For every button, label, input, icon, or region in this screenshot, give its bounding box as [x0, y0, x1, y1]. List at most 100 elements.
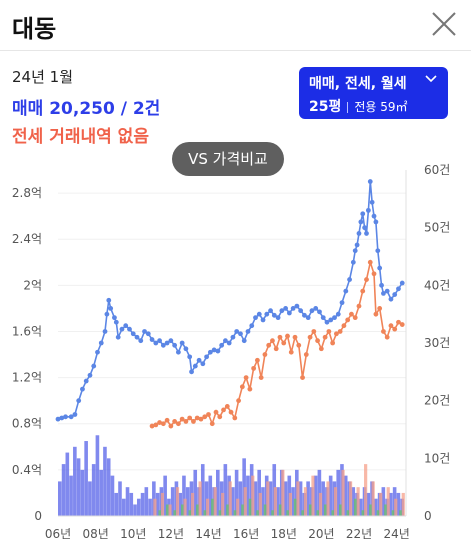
volume-bar	[236, 498, 240, 516]
type-area-dropdown[interactable]: 매매, 전세, 월세 25평 전용 59㎡	[299, 67, 448, 119]
volume-bar	[264, 475, 269, 516]
divider	[347, 101, 349, 113]
data-point	[281, 340, 287, 346]
data-point	[196, 357, 202, 363]
data-point	[157, 338, 162, 344]
volume-bar	[401, 492, 405, 516]
data-point	[320, 315, 326, 321]
volume-bar	[381, 487, 386, 516]
volume-bar	[396, 492, 401, 516]
data-point	[241, 338, 247, 344]
data-point	[153, 340, 159, 346]
data-point	[179, 416, 185, 422]
data-point	[228, 409, 234, 415]
volume-bar	[152, 481, 156, 516]
close-icon[interactable]	[430, 10, 458, 38]
volume-bar	[125, 487, 130, 516]
volume-bar	[386, 487, 390, 516]
data-point	[83, 378, 89, 384]
data-point	[279, 308, 285, 314]
volume-bar	[278, 504, 282, 516]
volume-bar	[118, 481, 122, 516]
volume-bar	[333, 487, 338, 516]
volume-bar	[355, 492, 359, 516]
volume-bar	[301, 510, 304, 516]
volume-bar	[249, 464, 254, 516]
volume-bar	[303, 487, 308, 516]
data-point	[219, 342, 225, 348]
volume-bar	[58, 481, 62, 516]
volume-bar	[316, 510, 320, 516]
data-point	[234, 329, 240, 334]
data-point	[138, 338, 144, 344]
data-point	[296, 342, 302, 348]
compare-button[interactable]: VS 가격비교	[172, 142, 284, 176]
volume-bar	[336, 469, 340, 516]
volume-bar	[246, 475, 250, 516]
volume-bar	[308, 504, 312, 516]
data-point	[123, 323, 129, 329]
pyeong-label: 25평	[309, 99, 342, 115]
data-point	[339, 300, 345, 306]
volume-bar	[182, 475, 186, 516]
volume-bar	[73, 446, 77, 516]
volume-bar	[323, 504, 327, 516]
volume-bar	[153, 498, 157, 516]
volume-bar	[69, 475, 73, 516]
data-point	[243, 375, 249, 380]
y2-tick-label: 50건	[424, 221, 450, 235]
data-point	[313, 306, 319, 311]
data-point	[76, 398, 82, 404]
volume-bar	[371, 481, 375, 516]
volume-bar	[206, 498, 210, 516]
data-point	[98, 340, 104, 346]
volume-bar	[238, 481, 243, 516]
data-point	[179, 340, 185, 346]
data-point	[113, 319, 119, 325]
volume-bar	[399, 510, 402, 516]
data-point	[381, 291, 386, 296]
volume-bar	[283, 481, 288, 516]
data-point	[350, 259, 356, 265]
data-point	[175, 349, 181, 355]
data-point	[343, 288, 349, 294]
data-point	[377, 265, 383, 271]
volume-bar	[276, 487, 280, 516]
data-point	[309, 308, 315, 314]
volume-bar	[384, 504, 387, 516]
data-point	[247, 386, 253, 392]
data-point	[330, 340, 336, 346]
volume-bar	[226, 504, 229, 516]
volume-bar	[266, 481, 270, 516]
data-point	[87, 372, 93, 378]
data-point	[364, 277, 369, 282]
data-point	[317, 309, 322, 315]
volume-bar	[279, 469, 284, 516]
data-point	[275, 315, 281, 321]
volume-bar	[341, 469, 345, 516]
volume-bar	[253, 481, 258, 516]
volume-bar	[88, 481, 92, 516]
data-point	[226, 340, 232, 346]
volume-bar	[379, 492, 383, 516]
x-tick-label: 24년	[383, 527, 409, 541]
y-tick-label: 1.6억	[12, 324, 42, 338]
data-point	[360, 211, 366, 217]
volume-bar	[196, 504, 199, 516]
x-tick-label: 14년	[195, 527, 221, 541]
y-tick-label: 1.2억	[12, 371, 42, 385]
data-point	[127, 326, 132, 332]
data-point	[358, 219, 364, 225]
data-point	[72, 412, 78, 417]
volume-bar	[332, 481, 337, 516]
data-point	[273, 346, 279, 352]
data-point	[367, 259, 373, 265]
volume-bar	[212, 487, 216, 516]
data-point	[292, 334, 298, 340]
data-point	[303, 352, 309, 357]
x-tick-label: 08년	[82, 527, 108, 541]
volume-bar	[291, 487, 295, 516]
page-title: 대동	[12, 15, 57, 43]
data-point	[371, 271, 377, 277]
volume-bar	[178, 492, 182, 516]
